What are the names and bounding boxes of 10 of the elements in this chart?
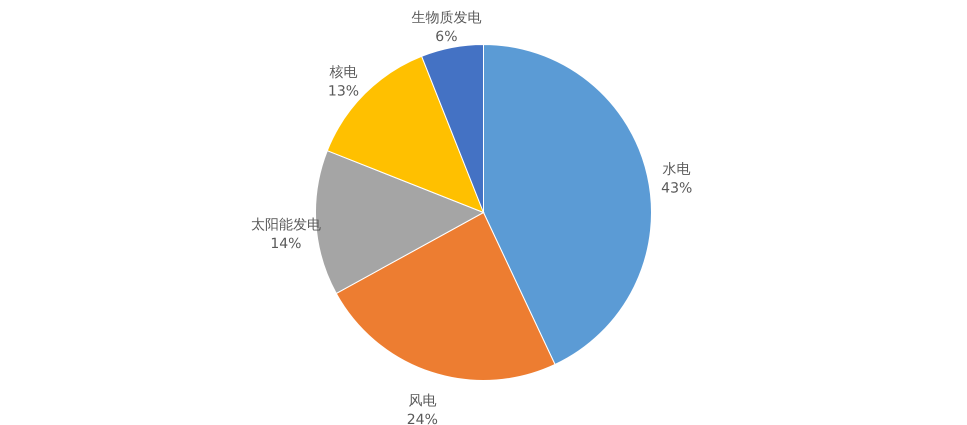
data-label: 24% [406,412,438,425]
slice-label: 风电 [408,392,436,409]
data-label: 14% [270,236,302,252]
slice-label: 核电 [328,64,358,80]
data-label: 13% [328,83,360,100]
slice-label: 水电 [662,161,691,178]
slice-label: 生物质发电 [411,10,482,26]
data-label: 43% [661,180,692,196]
data-label: 6% [435,29,458,46]
slice-label: 太阳能发电 [250,216,321,233]
